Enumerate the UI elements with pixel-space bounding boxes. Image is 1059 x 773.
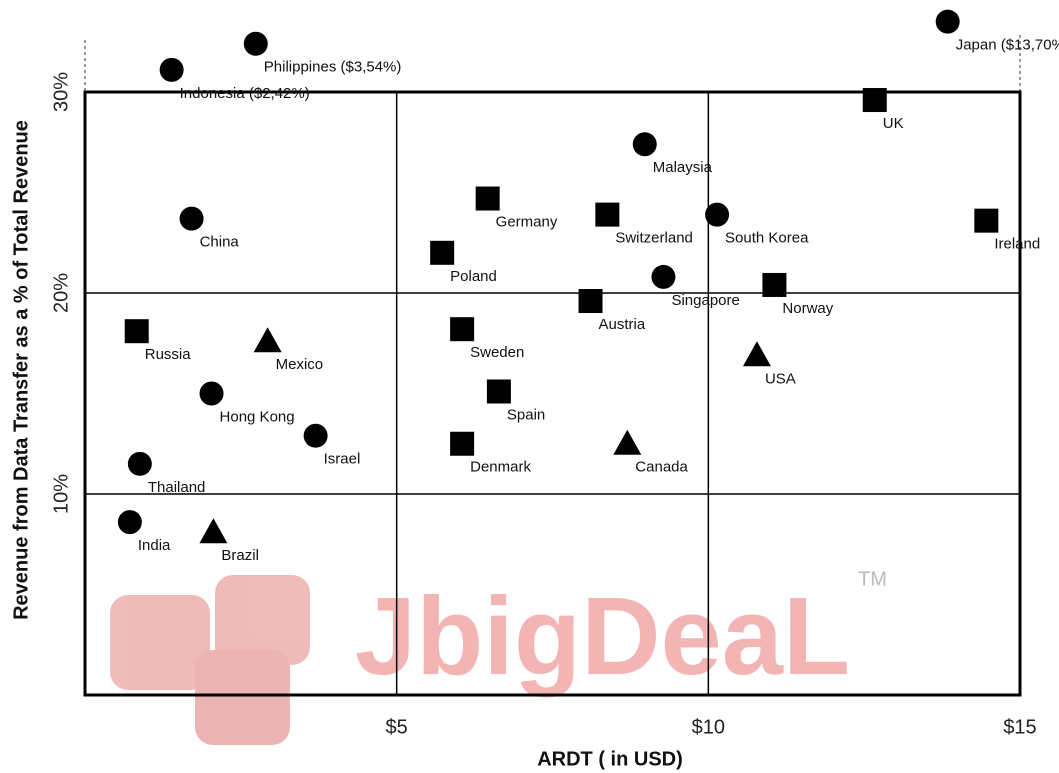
point-label: Indonesia ($2,42%): [180, 85, 310, 102]
point-label: Denmark: [470, 459, 531, 476]
marker: [124, 319, 149, 344]
x-tick-label: $5: [386, 716, 408, 738]
marker: [199, 518, 228, 544]
marker: [430, 240, 455, 265]
marker: [475, 186, 500, 211]
y-tick-label: 20%: [50, 273, 72, 313]
marker: [595, 202, 620, 227]
marker: [632, 132, 657, 157]
point-label: Hong Kong: [220, 408, 295, 425]
point-label: Israel: [324, 451, 361, 468]
marker: [935, 9, 960, 34]
marker: [303, 423, 328, 448]
marker: [450, 431, 475, 456]
marker: [127, 451, 152, 476]
marker: [974, 208, 999, 233]
x-tick-label: $15: [1003, 716, 1036, 738]
marker: [762, 272, 787, 297]
point-label: Singapore: [671, 292, 739, 309]
point-label: Ireland: [994, 236, 1040, 253]
point-label: India: [138, 537, 171, 554]
watermark-dice: [110, 575, 310, 745]
marker: [179, 206, 204, 231]
point-label: Sweden: [470, 344, 524, 361]
point-label: Spain: [507, 406, 545, 423]
marker: [578, 289, 603, 314]
marker: [243, 31, 268, 56]
point-label: USA: [765, 370, 796, 387]
point-label: Norway: [782, 300, 833, 317]
marker: [199, 381, 224, 406]
y-tick-label: 10%: [50, 474, 72, 514]
point-label: Canada: [635, 459, 688, 476]
marker: [253, 327, 282, 353]
watermark: JbigDeaL: [355, 575, 850, 698]
marker: [651, 264, 676, 289]
x-axis-title: ARDT ( in USD): [537, 748, 683, 770]
point-label: Switzerland: [615, 230, 693, 247]
point-label: Austria: [599, 316, 646, 333]
point-label: Thailand: [148, 479, 206, 496]
marker: [117, 510, 142, 535]
point-label: Japan ($13,70%): [956, 37, 1059, 54]
marker: [705, 202, 730, 227]
marker: [159, 57, 184, 82]
marker: [486, 379, 511, 404]
point-label: Mexico: [276, 356, 324, 373]
y-tick-label: 30%: [50, 72, 72, 112]
point-label: South Korea: [725, 230, 809, 247]
marker: [450, 317, 475, 342]
x-tick-label: $10: [692, 716, 725, 738]
y-axis-title: Revenue from Data Transfer as a % of Tot…: [10, 120, 32, 620]
point-label: Germany: [496, 213, 558, 230]
point-label: UK: [883, 115, 904, 132]
point-label: Malaysia: [653, 159, 713, 176]
marker: [613, 429, 642, 455]
point-label: Russia: [145, 346, 192, 363]
point-label: Poland: [450, 268, 497, 285]
point-label: China: [200, 234, 240, 251]
point-label: Philippines ($3,54%): [264, 59, 402, 76]
marker: [862, 88, 887, 113]
point-label: Brazil: [221, 547, 259, 564]
trademark: TM: [858, 568, 887, 590]
marker: [742, 341, 771, 367]
